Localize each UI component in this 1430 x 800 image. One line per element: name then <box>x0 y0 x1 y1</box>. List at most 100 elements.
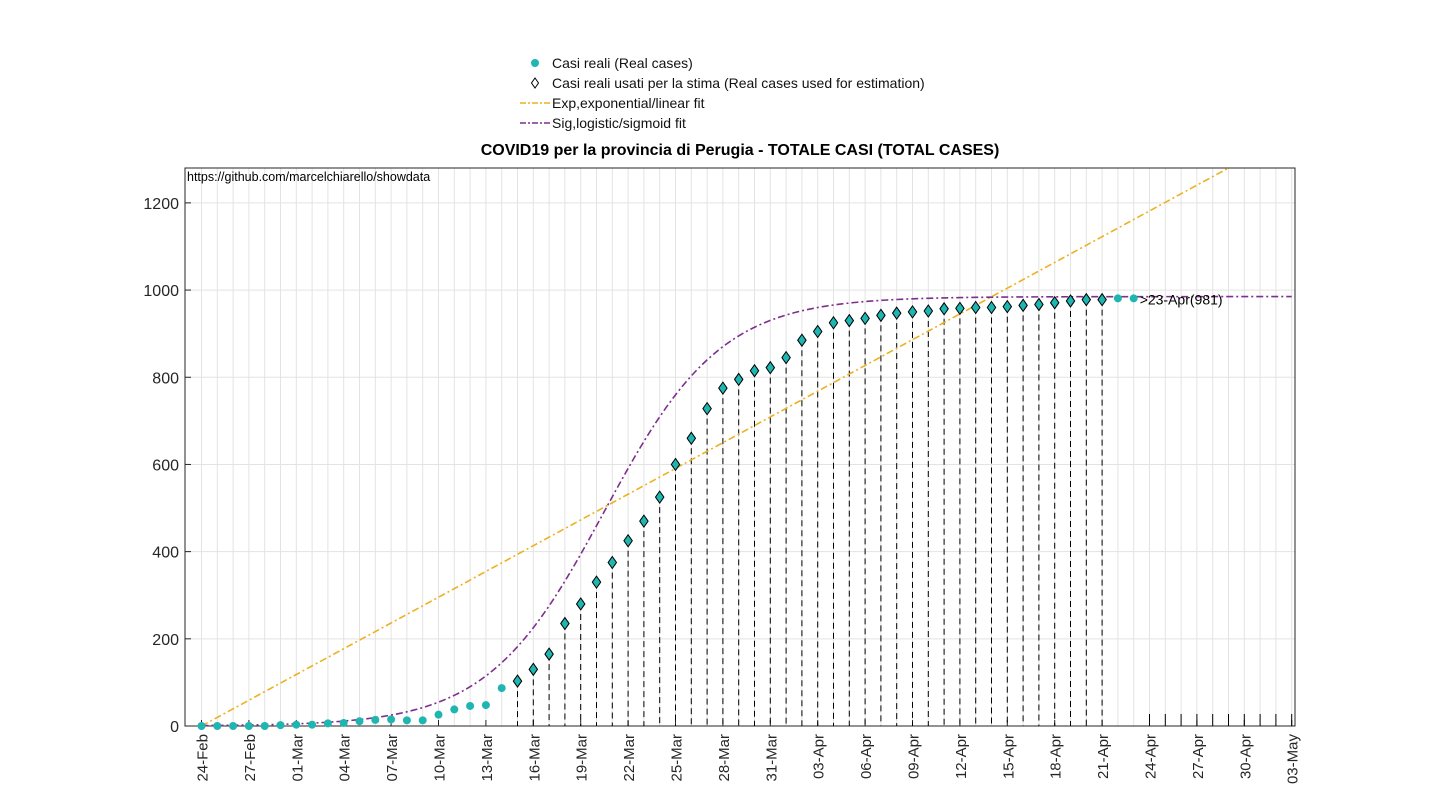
estimation-diamond <box>544 647 554 661</box>
estimation-stems <box>517 299 1293 726</box>
estimation-diamond <box>923 304 934 318</box>
x-tick-label: 31-Mar <box>763 734 780 782</box>
y-tick-label: 800 <box>152 370 179 387</box>
estimation-diamond <box>512 674 523 688</box>
real-case-point <box>355 717 364 726</box>
x-tick-label: 07-Mar <box>384 734 401 782</box>
real-case-point <box>213 722 222 730</box>
estimation-diamond <box>670 457 681 472</box>
estimation-diamond <box>781 350 791 365</box>
x-tick-label: 04-Mar <box>337 734 354 782</box>
legend-item-real-cases: Casi reali (Real cases) <box>518 53 925 73</box>
estimation-diamond <box>844 313 855 328</box>
axes: 0 200 400 600 800 1000 1200 24-Feb 27-Feb 01-Mar 0… <box>143 196 1301 784</box>
real-case-point <box>260 722 269 730</box>
real-case-point <box>387 715 396 724</box>
estimation-diamond <box>812 324 823 339</box>
real-case-point <box>402 716 411 725</box>
estimation-diamond <box>1065 294 1076 308</box>
last-value-annotation: >23-Apr(981) <box>1140 291 1223 307</box>
estimation-diamond <box>1002 299 1013 314</box>
legend-item-used-cases: Casi reali usati per la stima (Real case… <box>518 73 925 93</box>
legend: Casi reali (Real cases) Casi reali usati… <box>518 53 925 133</box>
sigmoid-fit-line <box>201 295 1292 727</box>
x-tick-label: 22-Mar <box>621 734 638 782</box>
x-tick-label: 25-Mar <box>669 734 686 782</box>
y-tick-label: 400 <box>152 545 179 562</box>
legend-label: Casi reali (Real cases) <box>552 55 693 71</box>
x-tick-label: 27-Feb <box>242 734 259 782</box>
estimation-diamond <box>891 306 902 321</box>
estimation-diamond <box>749 363 760 378</box>
estimation-diamond <box>607 555 618 570</box>
estimation-diamond <box>575 597 586 611</box>
annotations: >23-Apr(981) <box>1140 291 1223 307</box>
estimation-diamond <box>654 490 665 505</box>
legend-dashdot-orange-icon <box>518 93 552 113</box>
x-tick-label: 09-Apr <box>906 734 923 779</box>
estimation-diamond <box>591 575 602 590</box>
estimation-diamond <box>876 308 886 323</box>
linear-fit-line <box>201 167 1229 727</box>
x-tick-label: 27-Apr <box>1190 734 1207 779</box>
estimation-diamond <box>1097 292 1107 307</box>
x-tick-label: 18-Apr <box>1048 734 1065 779</box>
fit-lines <box>201 167 1292 727</box>
real-case-point <box>371 715 380 724</box>
real-case-point <box>323 719 332 728</box>
estimation-diamond <box>733 372 744 387</box>
x-tick-label: 21-Apr <box>1095 734 1112 779</box>
estimation-diamond <box>528 662 539 677</box>
plot-frame <box>184 167 1296 727</box>
legend-dashdot-purple-icon <box>518 113 552 133</box>
real-case-point <box>1129 294 1138 303</box>
y-tick-label: 1200 <box>143 196 179 213</box>
real-case-point <box>418 716 427 725</box>
real-case-point <box>466 701 475 710</box>
real-case-point <box>339 718 348 727</box>
real-case-point <box>434 710 443 719</box>
estimation-diamond <box>718 381 728 396</box>
estimation-diamond <box>765 360 776 375</box>
chart-title: COVID19 per la provincia di Perugia - TO… <box>480 142 1000 159</box>
estimation-diamond <box>939 301 949 316</box>
legend-label: Casi reali usati per la stima (Real case… <box>552 75 925 91</box>
estimation-diamond <box>623 533 633 548</box>
x-tick-label: 24-Feb <box>195 734 212 782</box>
x-tick-label: 16-Mar <box>526 734 543 782</box>
real-case-point <box>276 721 285 730</box>
estimation-diamond <box>955 301 965 316</box>
x-tick-label: 30-Apr <box>1237 734 1254 779</box>
legend-dot-icon <box>518 53 552 73</box>
estimation-diamond <box>686 431 697 446</box>
data-markers <box>197 292 1138 730</box>
estimation-diamond <box>970 300 981 315</box>
legend-label: Sig,logistic/sigmoid fit <box>552 115 686 131</box>
estimation-diamond <box>639 514 649 528</box>
real-case-point <box>244 722 253 730</box>
real-case-point <box>450 705 459 714</box>
x-tick-label: 24-Apr <box>1143 734 1160 779</box>
estimation-diamond <box>560 616 570 631</box>
real-case-point <box>481 701 490 710</box>
estimation-diamond <box>1081 292 1092 307</box>
x-tick-label: 01-Mar <box>289 734 306 782</box>
y-tick-label: 600 <box>152 457 179 474</box>
real-case-point <box>197 722 206 730</box>
x-tick-label: 15-Apr <box>1000 734 1017 779</box>
estimation-diamond <box>797 333 807 348</box>
legend-label: Exp,exponential/linear fit <box>552 95 705 111</box>
real-case-point <box>497 684 506 693</box>
y-tick-label: 1000 <box>143 283 179 300</box>
x-tick-label: 12-Apr <box>953 734 970 779</box>
estimation-diamond <box>907 304 918 319</box>
estimation-diamond <box>1049 295 1060 310</box>
legend-item-sigmoid-fit: Sig,logistic/sigmoid fit <box>518 113 925 133</box>
grid-lines <box>185 168 1295 727</box>
real-case-point <box>229 722 238 730</box>
legend-diamond-icon <box>518 73 552 93</box>
estimation-diamond <box>702 401 712 416</box>
y-tick-label: 0 <box>170 719 179 736</box>
y-tick-label: 200 <box>152 632 179 649</box>
